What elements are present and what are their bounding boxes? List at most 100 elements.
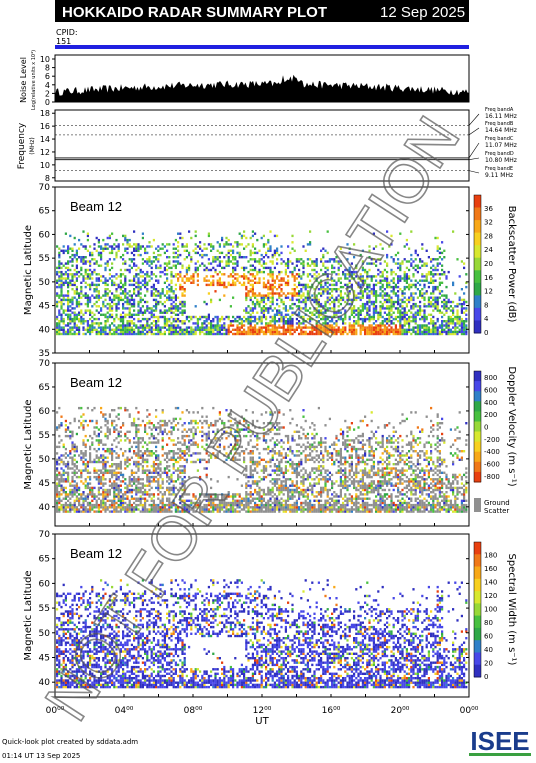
echo-pixel — [170, 506, 173, 509]
echo-pixel — [91, 486, 94, 490]
echo-pixel — [97, 296, 100, 299]
echo-pixel — [397, 281, 400, 284]
echo-pixel — [416, 313, 419, 316]
echo-pixel — [159, 311, 162, 314]
echo-pixel — [69, 279, 72, 282]
echo-pixel — [320, 292, 323, 295]
echo-pixel — [84, 454, 87, 457]
echo-pixel — [106, 419, 109, 423]
echo-pixel — [322, 326, 325, 329]
echo-pixel — [183, 245, 186, 248]
echo-pixel — [258, 317, 261, 321]
echo-pixel — [146, 508, 149, 511]
echo-pixel — [386, 292, 389, 295]
echo-pixel — [67, 292, 70, 295]
echo-pixel — [436, 273, 439, 276]
echo-pixel — [56, 506, 59, 509]
echo-pixel — [361, 305, 364, 308]
echo-pixel — [166, 285, 169, 289]
echo-pixel — [177, 467, 180, 470]
echo-pixel — [146, 478, 149, 481]
echo-pixel — [170, 270, 173, 274]
echo-pixel — [106, 460, 109, 464]
echo-pixel — [412, 315, 415, 319]
echo-pixel — [71, 432, 74, 436]
echo-pixel — [172, 484, 175, 487]
echo-pixel — [183, 458, 186, 461]
echo-pixel — [210, 324, 213, 327]
echo-pixel — [353, 270, 356, 274]
echo-pixel — [251, 234, 254, 238]
echo-pixel — [331, 320, 334, 323]
echo-pixel — [320, 249, 323, 252]
echo-pixel — [207, 332, 210, 336]
echo-pixel — [75, 432, 78, 436]
echo-pixel — [93, 460, 96, 464]
echo-pixel — [86, 309, 89, 312]
echo-pixel — [168, 288, 171, 291]
echo-pixel — [368, 296, 371, 299]
echo-pixel — [227, 260, 230, 263]
echo-pixel — [84, 467, 87, 470]
echo-pixel — [170, 426, 173, 429]
echo-pixel — [157, 330, 160, 334]
echo-pixel — [234, 277, 237, 280]
echo-pixel — [86, 508, 89, 511]
echo-pixel — [414, 268, 417, 272]
echo-pixel — [243, 268, 246, 272]
echo-pixel — [102, 281, 105, 284]
echo-pixel — [401, 277, 404, 280]
echo-pixel — [163, 430, 166, 433]
echo-pixel — [430, 292, 433, 295]
echo-pixel — [183, 493, 186, 496]
echo-pixel — [102, 313, 105, 316]
echo-pixel — [111, 283, 114, 287]
echo-pixel — [146, 460, 149, 464]
echo-pixel — [326, 315, 329, 319]
echo-pixel — [97, 332, 100, 336]
echo-pixel — [386, 256, 389, 259]
echo-pixel — [372, 258, 375, 261]
echo-pixel — [86, 273, 89, 276]
echo-pixel — [135, 294, 138, 297]
echo-pixel — [124, 501, 127, 505]
echo-pixel — [412, 320, 415, 323]
echo-pixel — [262, 298, 265, 302]
echo-pixel — [254, 320, 257, 323]
echo-pixel — [405, 305, 408, 308]
echo-pixel — [67, 305, 70, 308]
echo-pixel — [166, 443, 169, 446]
echo-pixel — [117, 307, 120, 310]
echo-pixel — [300, 258, 303, 261]
echo-pixel — [137, 326, 140, 329]
echo-pixel — [60, 484, 63, 487]
echo-pixel — [295, 294, 298, 297]
echo-pixel — [452, 307, 455, 310]
echo-pixel — [174, 480, 177, 483]
echo-pixel — [300, 307, 303, 310]
colorbar-label: Backscatter Power (dB) — [506, 206, 517, 323]
echo-pixel — [135, 441, 138, 444]
echo-pixel — [152, 256, 155, 259]
echo-pixel — [128, 322, 131, 325]
echo-pixel — [377, 281, 380, 284]
echo-pixel — [93, 262, 96, 265]
echo-pixel — [166, 317, 169, 321]
echo-pixel — [394, 328, 397, 331]
echo-pixel — [372, 275, 375, 278]
echo-pixel — [390, 285, 393, 289]
echo-pixel — [89, 326, 92, 329]
echo-pixel — [93, 430, 96, 433]
echo-pixel — [141, 298, 144, 302]
echo-pixel — [60, 488, 63, 492]
echo-pixel — [168, 317, 171, 321]
echo-pixel — [265, 315, 268, 319]
echo-pixel — [84, 478, 87, 481]
echo-pixel — [172, 317, 175, 321]
echo-pixel — [71, 508, 74, 511]
echo-pixel — [137, 437, 140, 440]
echo-pixel — [379, 300, 382, 304]
echo-pixel — [359, 275, 362, 278]
echo-pixel — [249, 279, 252, 282]
echo-pixel — [146, 469, 149, 472]
